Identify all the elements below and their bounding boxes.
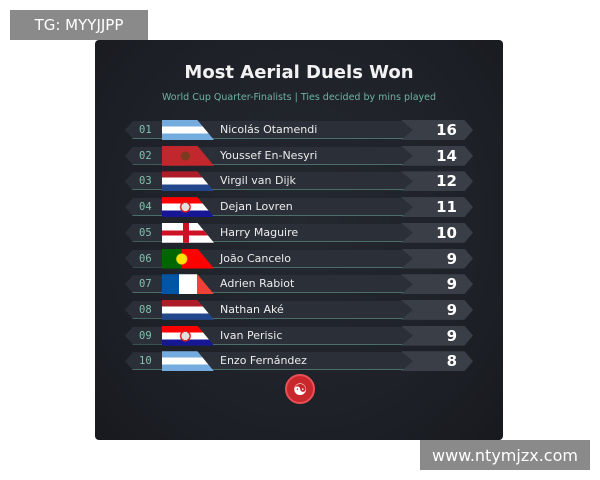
netherlands-flag-icon: [162, 171, 214, 192]
name-bar: [185, 121, 415, 139]
swirl-logo-icon: ☯: [285, 374, 315, 404]
player-name: Enzo Fernández: [220, 354, 307, 368]
name-bar: [185, 223, 415, 242]
page-title: Most Aerial Duels Won: [184, 62, 414, 83]
player-name: João Cancelo: [220, 251, 291, 265]
player-name: Youssef En-Nesyri: [220, 148, 318, 162]
table-row: 10 Enzo Fernández 8: [125, 351, 473, 372]
duels-value: 9: [401, 248, 473, 269]
netherlands-flag-icon: [162, 299, 214, 320]
argentina-flag-icon: [162, 120, 214, 140]
table-row: 03 Virgil van Dijk 12: [125, 171, 473, 192]
player-name: Virgil van Dijk: [220, 174, 296, 188]
duels-value: 16: [401, 120, 473, 140]
player-name: Dejan Lovren: [220, 200, 293, 214]
table-row: 02 Youssef En-Nesyri 14: [125, 145, 473, 166]
player-name: Nicolás Otamendi: [220, 123, 318, 136]
player-name: Nathan Aké: [220, 302, 284, 316]
table-row: 06 João Cancelo 9: [125, 248, 473, 269]
name-bar: [185, 198, 415, 217]
name-bar: [185, 352, 415, 371]
name-bar: [185, 249, 415, 268]
duels-value: 14: [401, 145, 473, 166]
table-row: 05 Harry Maguire 10: [125, 222, 473, 243]
name-bar: [185, 326, 415, 345]
name-bar: [185, 300, 415, 319]
duels-value: 8: [401, 351, 473, 372]
france-flag-icon: [162, 274, 214, 295]
table-row: 09 Ivan Perisic 9: [125, 325, 473, 346]
duels-value: 9: [401, 325, 473, 346]
croatia-flag-icon: [162, 325, 214, 346]
watermark-bottom-right: www.ntymjzx.com: [420, 440, 590, 470]
duels-value: 9: [401, 299, 473, 320]
name-bar: [185, 275, 415, 294]
player-name: Harry Maguire: [220, 225, 299, 239]
croatia-flag-icon: [162, 197, 214, 218]
england-flag-icon: [162, 222, 214, 243]
subtitle: World Cup Quarter-Finalists | Ties decid…: [161, 92, 437, 103]
argentina-flag-icon: [162, 351, 214, 372]
player-name: Ivan Perisic: [220, 328, 283, 342]
table-row: 08 Nathan Aké 9: [125, 299, 473, 320]
duels-value: 10: [401, 222, 473, 243]
player-name: Adrien Rabiot: [220, 277, 295, 291]
duels-value: 11: [401, 197, 473, 218]
table-row: 04 Dejan Lovren 11: [125, 197, 473, 218]
name-bar: [185, 146, 415, 165]
table-row: 01 Nicolás Otamendi 16: [125, 120, 473, 140]
duels-value: 9: [401, 274, 473, 295]
table-row: 07 Adrien Rabiot 9: [125, 274, 473, 295]
watermark-top-left: TG: MYYJJPP: [10, 10, 148, 40]
portugal-flag-icon: [162, 248, 214, 269]
leaderboard-card: Most Aerial Duels Won World Cup Quarter-…: [95, 40, 503, 440]
duels-value: 12: [401, 171, 473, 192]
name-bar: [185, 172, 415, 191]
morocco-flag-icon: [162, 145, 214, 166]
